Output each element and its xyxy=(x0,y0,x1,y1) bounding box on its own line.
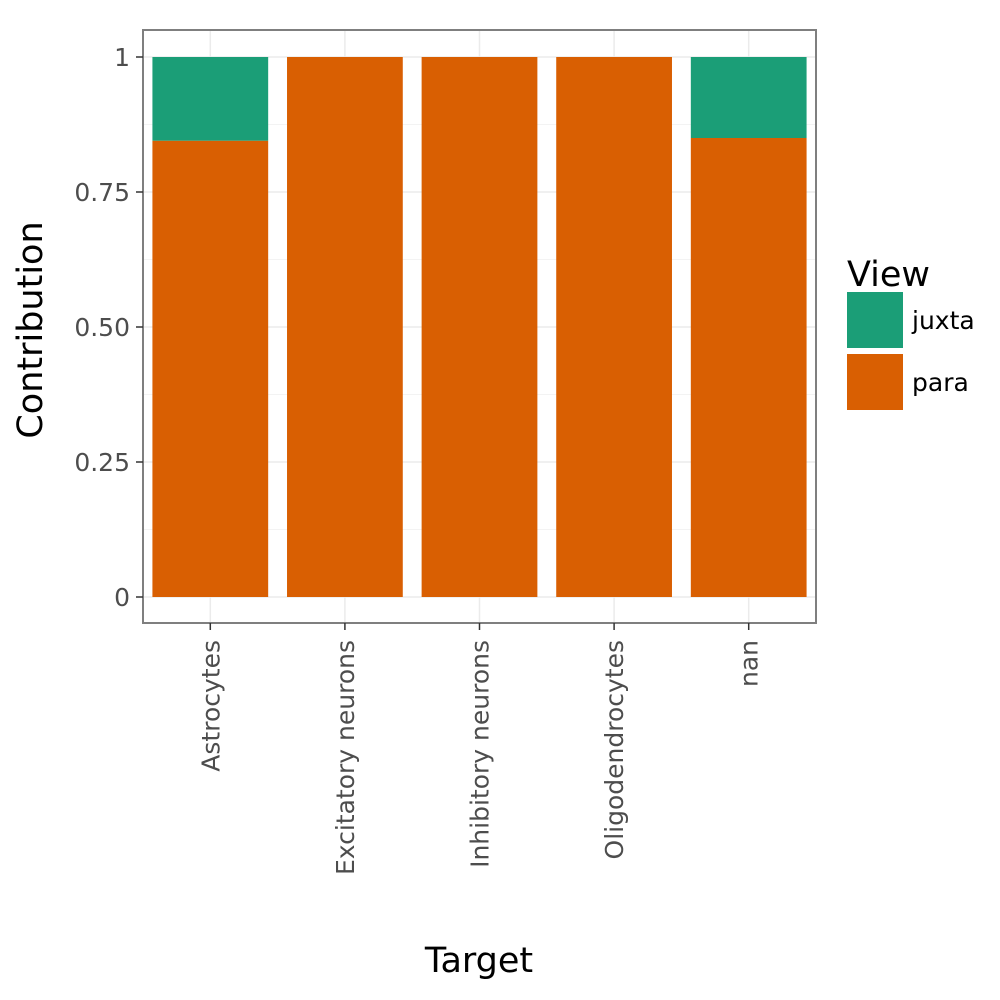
legend-key-juxta xyxy=(847,292,903,348)
x-axis-title: Target xyxy=(424,941,533,981)
bar-para xyxy=(421,57,538,597)
bar-juxta xyxy=(690,57,807,138)
y-tick-label: 1 xyxy=(114,43,130,72)
x-tick-label: Inhibitory neurons xyxy=(466,640,495,868)
x-tick-label: nan xyxy=(735,640,764,687)
bar-para xyxy=(287,57,403,597)
legend: View juxta para xyxy=(847,255,975,410)
y-tick-label: 0 xyxy=(114,583,130,612)
y-axis-title: Contribution xyxy=(11,221,51,438)
y-tick-label: 0.25 xyxy=(74,448,130,477)
legend-label-juxta: juxta xyxy=(911,306,975,335)
legend-key-para xyxy=(847,354,903,410)
y-tick-label: 0.50 xyxy=(74,313,130,342)
legend-title: View xyxy=(847,255,930,295)
x-tick-label: Astrocytes xyxy=(196,640,225,772)
x-tick-label: Oligodendrocytes xyxy=(600,640,629,859)
bar-para xyxy=(556,57,672,597)
bar-para xyxy=(152,140,269,597)
x-tick-label: Excitatory neurons xyxy=(331,640,360,875)
bars xyxy=(152,57,807,597)
y-tick-label: 0.75 xyxy=(74,178,130,207)
y-axis: 0 0.25 0.50 0.75 1 xyxy=(74,43,143,612)
x-axis: Astrocytes Excitatory neurons Inhibitory n… xyxy=(196,623,764,875)
legend-label-para: para xyxy=(912,368,969,397)
bar-juxta xyxy=(152,57,269,141)
bar-para xyxy=(690,138,807,597)
